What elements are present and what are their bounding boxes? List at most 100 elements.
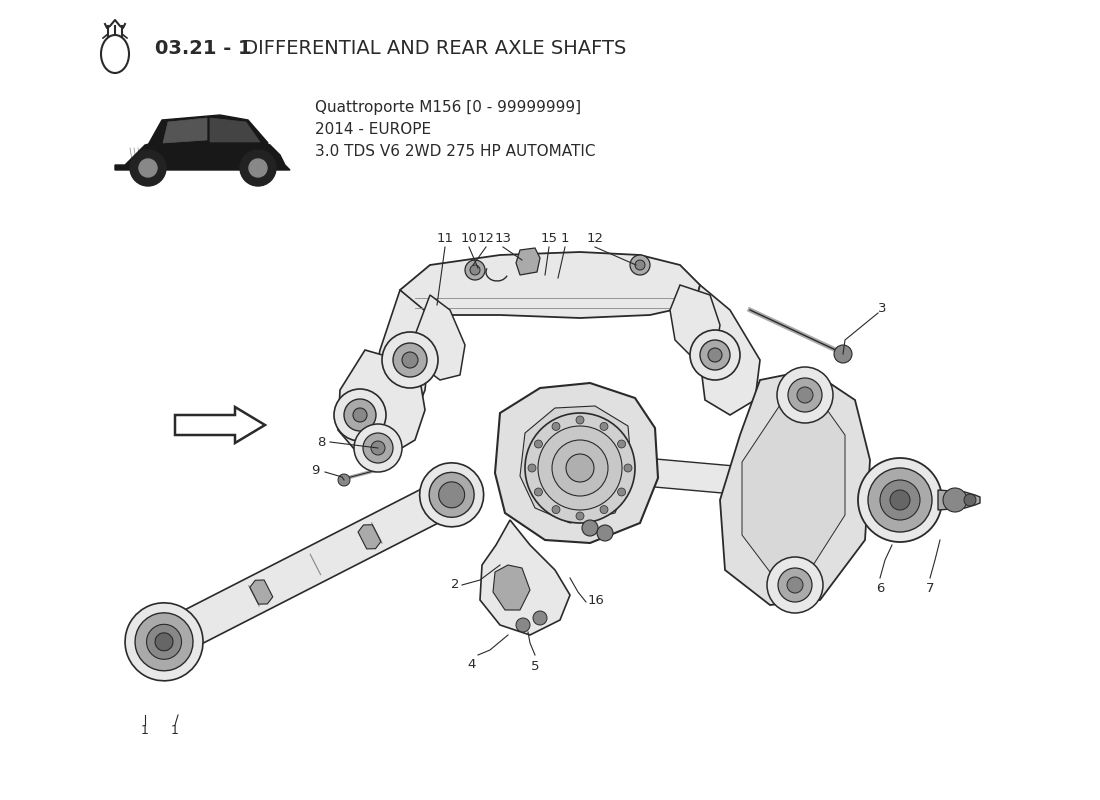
Circle shape (344, 399, 376, 431)
Polygon shape (695, 285, 760, 415)
Circle shape (371, 441, 385, 455)
Circle shape (635, 260, 645, 270)
Ellipse shape (125, 603, 204, 681)
Text: 5: 5 (530, 660, 539, 673)
Circle shape (777, 367, 833, 423)
Ellipse shape (429, 472, 474, 518)
Circle shape (393, 343, 427, 377)
Text: 10: 10 (461, 232, 477, 245)
Circle shape (338, 474, 350, 486)
Text: 3.0 TDS V6 2WD 275 HP AUTOMATIC: 3.0 TDS V6 2WD 275 HP AUTOMATIC (315, 144, 595, 159)
Polygon shape (742, 400, 845, 572)
Circle shape (700, 340, 730, 370)
Circle shape (353, 408, 367, 422)
Ellipse shape (135, 613, 192, 671)
Polygon shape (720, 370, 870, 605)
Circle shape (880, 480, 920, 520)
Text: 2014 - EUROPE: 2014 - EUROPE (315, 122, 431, 137)
Text: 9: 9 (311, 463, 320, 477)
Circle shape (600, 422, 608, 430)
Polygon shape (415, 295, 465, 380)
Text: 2: 2 (451, 578, 460, 591)
Circle shape (630, 255, 650, 275)
Circle shape (470, 265, 480, 275)
Polygon shape (116, 135, 290, 170)
Text: 1: 1 (141, 723, 149, 737)
Circle shape (798, 387, 813, 403)
Circle shape (402, 352, 418, 368)
Ellipse shape (101, 35, 129, 73)
Circle shape (788, 378, 822, 412)
Polygon shape (210, 118, 260, 142)
Circle shape (566, 454, 594, 482)
Polygon shape (495, 383, 658, 543)
Circle shape (354, 424, 402, 472)
Circle shape (528, 464, 536, 472)
Polygon shape (520, 406, 632, 523)
Circle shape (516, 618, 530, 632)
Text: 6: 6 (876, 582, 884, 595)
Circle shape (890, 490, 910, 510)
Circle shape (535, 488, 542, 496)
Ellipse shape (439, 482, 464, 508)
Circle shape (858, 458, 942, 542)
Circle shape (382, 332, 438, 388)
Circle shape (552, 506, 560, 514)
Text: 1: 1 (561, 232, 570, 245)
Ellipse shape (146, 624, 182, 659)
Circle shape (139, 159, 157, 177)
Circle shape (249, 159, 267, 177)
Polygon shape (400, 252, 700, 318)
Text: 4: 4 (468, 658, 476, 671)
Circle shape (538, 426, 621, 510)
Circle shape (582, 520, 598, 536)
Text: 7: 7 (926, 582, 934, 595)
Circle shape (552, 422, 560, 430)
Circle shape (964, 494, 976, 506)
Polygon shape (250, 580, 273, 604)
Polygon shape (370, 290, 430, 420)
Text: 15: 15 (540, 232, 558, 245)
Circle shape (552, 440, 608, 496)
Circle shape (617, 440, 626, 448)
Ellipse shape (155, 633, 173, 651)
Circle shape (465, 260, 485, 280)
Polygon shape (175, 407, 265, 443)
Text: 13: 13 (495, 232, 512, 245)
Polygon shape (670, 285, 720, 360)
Circle shape (600, 506, 608, 514)
Circle shape (767, 557, 823, 613)
Circle shape (690, 330, 740, 380)
Circle shape (240, 150, 276, 186)
Circle shape (708, 348, 722, 362)
Polygon shape (163, 118, 207, 143)
Circle shape (624, 464, 632, 472)
Circle shape (576, 512, 584, 520)
Polygon shape (493, 565, 530, 610)
Polygon shape (358, 525, 381, 549)
Polygon shape (480, 520, 570, 635)
Polygon shape (184, 485, 447, 644)
Ellipse shape (419, 463, 484, 527)
Circle shape (778, 568, 812, 602)
Circle shape (130, 150, 166, 186)
Circle shape (868, 468, 932, 532)
Text: Quattroporte M156 [0 - 99999999]: Quattroporte M156 [0 - 99999999] (315, 100, 581, 115)
Polygon shape (338, 350, 425, 455)
Circle shape (576, 416, 584, 424)
Polygon shape (653, 459, 871, 506)
Text: 1: 1 (172, 723, 179, 737)
Text: DIFFERENTIAL AND REAR AXLE SHAFTS: DIFFERENTIAL AND REAR AXLE SHAFTS (236, 38, 626, 58)
Polygon shape (938, 490, 980, 510)
Polygon shape (516, 248, 540, 275)
Text: 16: 16 (588, 594, 605, 606)
Text: 3: 3 (878, 302, 887, 314)
Circle shape (834, 345, 852, 363)
Circle shape (363, 433, 393, 463)
Text: 12: 12 (586, 232, 604, 245)
Circle shape (534, 611, 547, 625)
Text: 11: 11 (437, 232, 453, 245)
Circle shape (786, 577, 803, 593)
Polygon shape (148, 115, 268, 145)
Text: 8: 8 (317, 435, 324, 449)
